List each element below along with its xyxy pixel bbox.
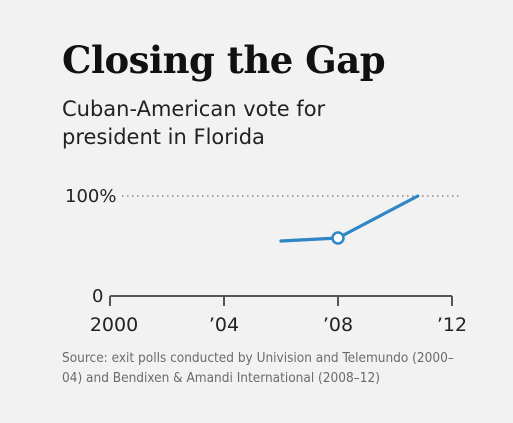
x-tick-label: ’08 — [323, 314, 353, 336]
chart-subtitle: Cuban-American vote for president in Flo… — [62, 97, 326, 149]
x-tick-label: 2000 — [90, 314, 138, 336]
x-tick-label: ’12 — [437, 314, 467, 336]
x-tick-label: ’04 — [209, 314, 239, 336]
data-point-marker — [331, 231, 345, 245]
chart-title: Closing the Gap — [62, 38, 386, 82]
y-tick-label: 100% — [65, 186, 116, 207]
y-tick-label: 0 — [92, 286, 103, 307]
series-line — [279, 194, 420, 243]
source-note: Source: exit polls conducted by Univisio… — [62, 350, 454, 386]
